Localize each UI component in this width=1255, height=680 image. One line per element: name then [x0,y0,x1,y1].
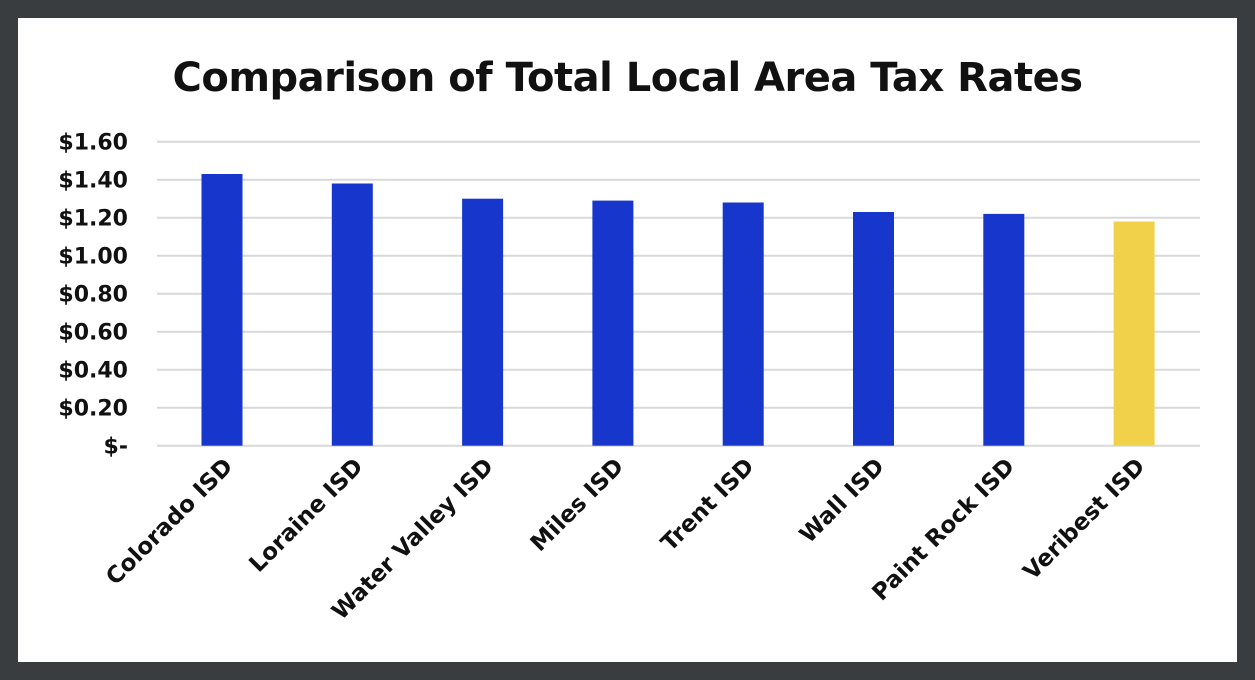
bar [983,213,1025,446]
y-tick-label: $1.40 [58,169,128,194]
y-tick-label: $1.60 [58,131,128,156]
y-tick-label: $0.20 [58,397,128,422]
bar [201,174,243,446]
bar [331,183,373,446]
bar [722,202,764,446]
x-tick-label: Miles ISD [526,454,629,557]
y-tick-label: $0.80 [58,283,128,308]
y-tick-label: $0.40 [58,359,128,384]
bar [462,198,504,446]
x-tick-label: Wall ISD [795,454,890,549]
y-tick-label: $- [104,435,128,460]
bar [1113,221,1155,446]
x-tick-label: Trent ISD [656,454,759,557]
chart-title: Comparison of Total Local Area Tax Rates [172,55,1083,101]
x-tick-label: Loraine ISD [245,454,369,578]
bar [592,200,634,446]
x-tick-label: Paint Rock ISD [868,454,1021,607]
y-tick-label: $0.60 [58,321,128,346]
bar [853,212,894,446]
y-tick-label: $1.00 [58,245,128,270]
x-tick-label: Colorado ISD [101,454,238,591]
y-tick-label: $1.20 [58,207,128,232]
x-tick-label: Veribest ISD [1019,454,1151,586]
